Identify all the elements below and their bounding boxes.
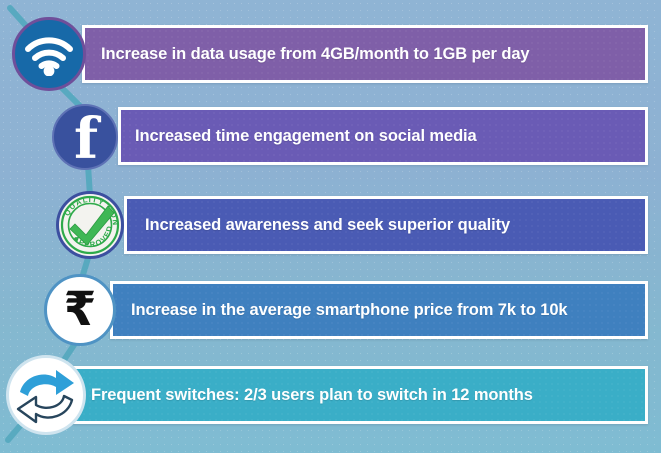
wifi-glyph <box>25 37 73 76</box>
switch-arrows-glyph <box>16 370 74 424</box>
icon-facebook-wrap[interactable]: f <box>52 104 118 170</box>
bar-label-social-media: Increased time engagement on social medi… <box>135 126 477 145</box>
rupee-symbol: ₹ <box>63 281 97 337</box>
bar-label-data-usage: Increase in data usage from 4GB/month to… <box>101 44 530 63</box>
bar-data-usage[interactable]: Increase in data usage from 4GB/month to… <box>82 25 648 83</box>
icon-switch-wrap[interactable] <box>6 355 86 435</box>
quality-badge-glyph: QUALITY CONTROL APPROVED <box>59 194 120 255</box>
bar-label-average-price: Increase in the average smartphone price… <box>131 300 568 319</box>
bar-social-media[interactable]: Increased time engagement on social medi… <box>118 107 648 165</box>
facebook-icon[interactable]: f <box>52 104 118 170</box>
quality-control-approved-icon[interactable]: QUALITY CONTROL APPROVED <box>56 191 124 259</box>
bar-average-price[interactable]: Increase in the average smartphone price… <box>110 281 648 339</box>
rupee-icon[interactable]: ₹ <box>44 274 116 346</box>
bar-frequent-switches[interactable]: Frequent switches: 2/3 users plan to swi… <box>72 366 648 424</box>
icon-quality-control-wrap[interactable]: QUALITY CONTROL APPROVED <box>56 191 124 259</box>
icon-rupee-wrap[interactable]: ₹ <box>44 274 116 346</box>
icon-wifi-wrap[interactable] <box>12 17 86 91</box>
switch-arrows-icon[interactable] <box>6 355 86 435</box>
bar-label-quality-awareness: Increased awareness and seek superior qu… <box>145 215 511 234</box>
bar-quality-awareness[interactable]: Increased awareness and seek superior qu… <box>124 196 648 254</box>
wifi-icon[interactable] <box>12 17 86 91</box>
facebook-letter: f <box>73 106 99 172</box>
bar-label-frequent-switches: Frequent switches: 2/3 users plan to swi… <box>91 385 533 404</box>
